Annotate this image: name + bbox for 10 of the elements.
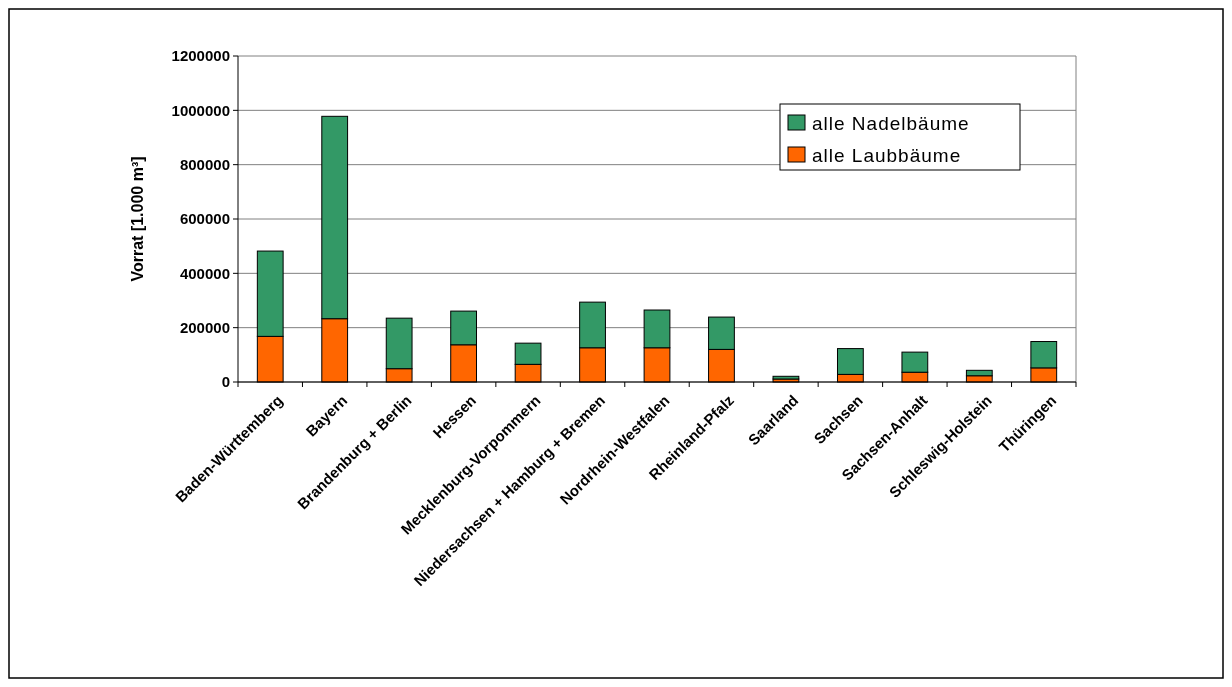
y-tick-label: 400000 xyxy=(179,264,230,282)
y-tick-label: 600000 xyxy=(179,210,230,228)
y-tick-label: 1200000 xyxy=(171,47,230,65)
y-axis-title: Vorrat [1.000 m³] xyxy=(129,156,146,282)
y-tick-label: 200000 xyxy=(179,318,230,336)
y-tick-label: 800000 xyxy=(179,155,230,173)
y-tick-label: 0 xyxy=(221,373,230,391)
legend-label: alle Laubbäume xyxy=(812,144,962,166)
y-tick-label: 1000000 xyxy=(171,101,230,119)
legend-label: alle Nadelbäume xyxy=(812,112,970,134)
